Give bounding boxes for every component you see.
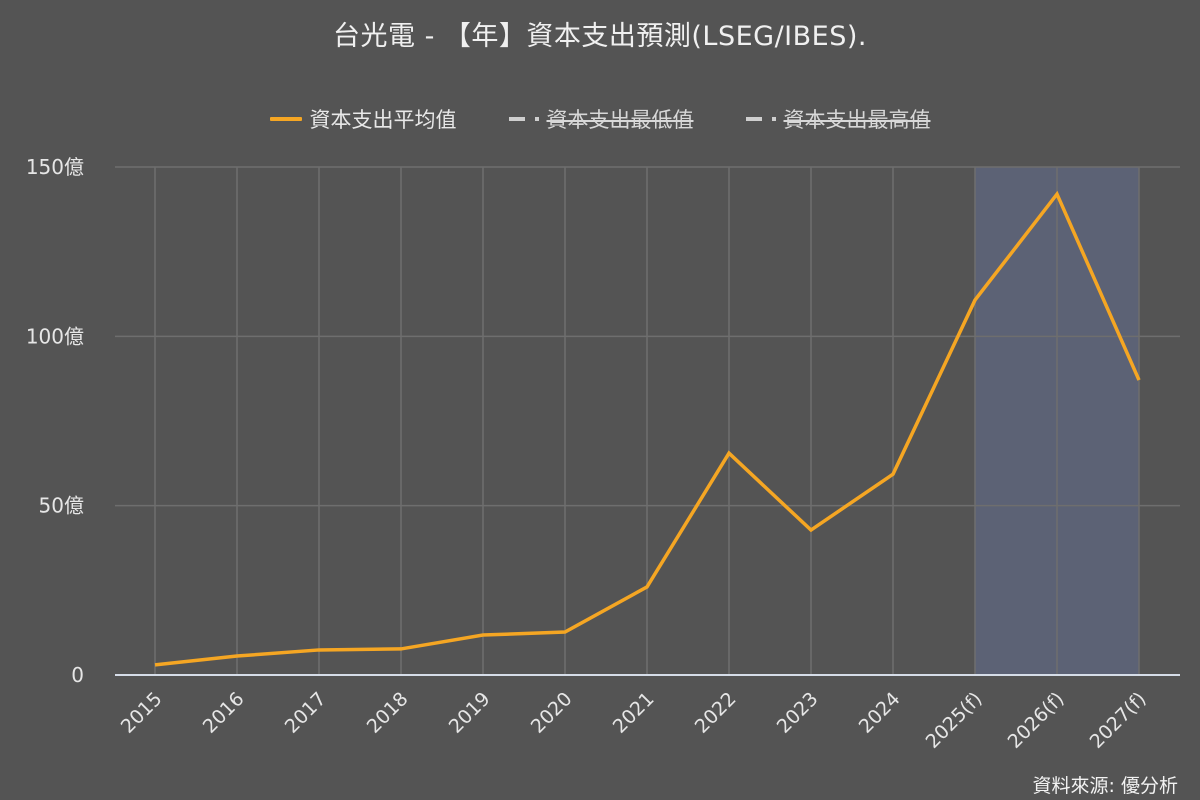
svg-text:2019: 2019 (445, 688, 495, 738)
svg-text:2015: 2015 (117, 688, 167, 738)
x-axis-labels: 2015 2016 2017 2018 2019 2020 2021 2022 2023 2024… (117, 688, 1151, 753)
svg-text:2018: 2018 (363, 688, 413, 738)
data-source: 資料來源: 優分析 (1032, 775, 1178, 797)
dashed-line-swatch-icon (745, 117, 776, 121)
legend-item-average[interactable]: 資本支出平均值 (269, 104, 457, 134)
legend-item-maximum[interactable]: 資本支出最高值 (745, 104, 931, 134)
svg-text:2027(f): 2027(f) (1086, 688, 1151, 753)
svg-text:2024: 2024 (855, 688, 905, 738)
dashed-line-swatch-icon (508, 117, 539, 121)
grid-lines (115, 166, 1180, 675)
svg-text:2025(f): 2025(f) (922, 688, 987, 753)
solid-line-swatch-icon (269, 117, 302, 121)
svg-text:2022: 2022 (691, 688, 741, 738)
svg-text:50億: 50億 (39, 494, 84, 518)
legend: 資本支出平均值 資本支出最低值 資本支出最高值 (0, 104, 1200, 134)
chart-title: 台光電 - 【年】資本支出預測(LSEG/IBES). (332, 21, 867, 52)
svg-text:0: 0 (71, 663, 84, 687)
svg-text:2016: 2016 (199, 688, 249, 738)
svg-text:100億: 100億 (26, 324, 84, 348)
legend-item-minimum[interactable]: 資本支出最低值 (508, 104, 694, 134)
svg-text:2020: 2020 (527, 688, 577, 738)
average-capex-line[interactable] (154, 190, 1141, 667)
y-axis-labels: 0 50億 100億 150億 (26, 155, 84, 687)
svg-text:150億: 150億 (26, 155, 84, 179)
svg-text:2023: 2023 (773, 688, 823, 738)
legend-label: 資本支出最低值 (546, 108, 694, 132)
legend-label: 資本支出最高值 (783, 108, 931, 132)
svg-text:2021: 2021 (609, 688, 659, 738)
svg-text:2026(f): 2026(f) (1004, 688, 1069, 753)
legend-label: 資本支出平均值 (309, 108, 457, 132)
svg-text:2017: 2017 (281, 688, 331, 738)
